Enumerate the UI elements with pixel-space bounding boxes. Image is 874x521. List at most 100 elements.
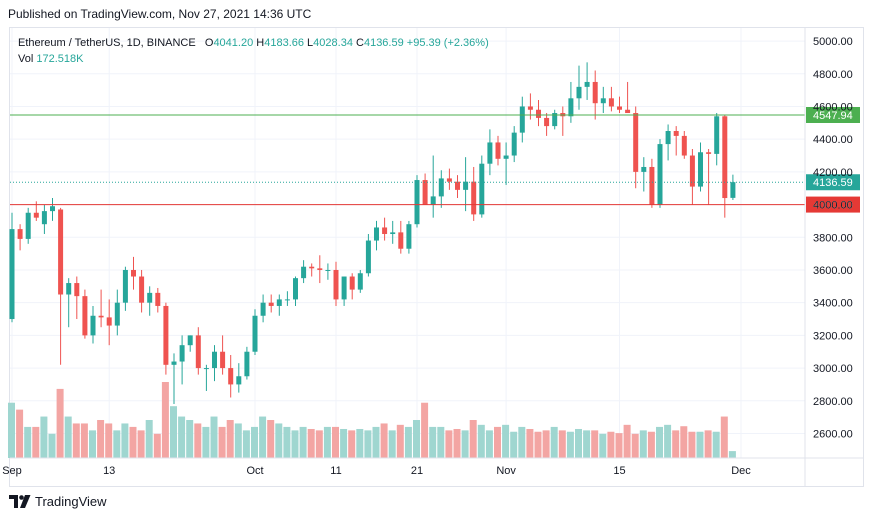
candle-body <box>722 116 728 199</box>
published-caption: Published on TradingView.com, Nov 27, 20… <box>8 7 312 21</box>
candle-body <box>82 296 88 336</box>
volume-bar <box>194 423 202 458</box>
close-value: 4136.59 <box>363 37 404 49</box>
volume-bar <box>680 426 688 458</box>
volume-bar <box>728 451 736 458</box>
volume-bar <box>477 424 485 458</box>
candle-body <box>268 302 274 306</box>
volume-bar <box>566 431 574 458</box>
volume-bar <box>445 430 453 458</box>
volume-bar <box>591 430 599 458</box>
volume-bar <box>226 420 234 458</box>
candle-body <box>98 315 104 318</box>
volume-bar <box>599 433 607 458</box>
open-key: O <box>204 37 214 49</box>
y-tick-label: 4400.00 <box>813 134 853 146</box>
volume-bar <box>510 431 518 458</box>
volume-bar <box>291 430 299 458</box>
candle-body <box>179 345 185 362</box>
candle-body <box>527 106 533 110</box>
candle-body <box>284 299 290 301</box>
candle-body <box>155 292 161 306</box>
candle-body <box>633 113 639 172</box>
volume-bar <box>485 430 493 458</box>
x-tick-label: 13 <box>103 465 115 477</box>
volume-bar <box>210 416 218 458</box>
candle-body <box>309 266 315 269</box>
volume-bar <box>121 423 129 458</box>
volume-bar <box>356 428 364 458</box>
candle-body <box>357 273 363 290</box>
volume-bar <box>251 426 258 458</box>
candle-body <box>390 232 396 235</box>
volume-bar <box>518 426 526 458</box>
candle-body <box>163 305 169 365</box>
candle-body <box>519 106 525 133</box>
candle-body <box>398 232 404 249</box>
volume-bar <box>137 430 145 458</box>
x-tick-label: 15 <box>613 465 625 477</box>
volume-bar <box>575 428 582 458</box>
y-tick-label: 5000.00 <box>813 36 853 48</box>
volume-bar <box>704 430 712 458</box>
candle-body <box>131 269 136 277</box>
y-tick-label: 4200.00 <box>813 167 853 179</box>
candle-body <box>657 144 663 205</box>
tradingview-logo[interactable]: TradingView <box>9 494 107 509</box>
volume-bar <box>315 430 323 458</box>
y-tick-label: 3000.00 <box>813 363 853 375</box>
symbol-label[interactable]: Ethereum / TetherUS, 1D, BINANCE <box>18 37 196 49</box>
volume-bar <box>380 423 388 458</box>
candle-body <box>568 98 574 117</box>
close-key: C <box>356 37 364 49</box>
candle-body <box>236 376 242 385</box>
candle-body <box>58 209 64 295</box>
support-price-tag <box>806 196 860 213</box>
candles <box>9 62 736 405</box>
candle-body <box>317 268 323 270</box>
candle-body <box>422 180 428 205</box>
volume-bar <box>712 431 720 458</box>
candle-body <box>25 212 31 239</box>
candle-body <box>228 368 234 385</box>
volume-bar <box>429 426 437 458</box>
candle-body <box>665 131 671 145</box>
volume-bar <box>607 431 615 458</box>
candle-body <box>9 229 15 320</box>
volume-bars <box>8 382 736 458</box>
volume-bar <box>558 430 566 458</box>
volume-bar <box>323 426 331 458</box>
candle-body <box>66 283 72 295</box>
y-tick-label: 2800.00 <box>813 396 853 408</box>
candle-body <box>414 180 420 225</box>
volume-bar <box>161 382 169 458</box>
volume-bar <box>550 426 558 458</box>
low-value: 4028.34 <box>313 37 353 49</box>
candle-body <box>147 292 153 303</box>
open-value: 4041.20 <box>213 37 254 49</box>
candle-body <box>649 166 655 205</box>
volume-bar <box>234 423 242 458</box>
candle-body <box>600 98 606 104</box>
volume-bar <box>113 430 121 458</box>
volume-bar <box>283 426 291 458</box>
y-tick-label: 3400.00 <box>813 298 853 310</box>
candle-body <box>446 178 452 182</box>
volume-bar <box>364 430 372 458</box>
candle-body <box>681 135 687 156</box>
candle-body <box>714 116 720 154</box>
candle-body <box>90 315 96 336</box>
legend-volume-row: Vol 172.518K <box>18 51 489 67</box>
tradingview-logo-icon <box>9 495 31 508</box>
volume-bar <box>631 433 639 458</box>
candle-body <box>406 224 412 249</box>
volume-bar <box>639 430 647 458</box>
candle-body <box>374 227 379 241</box>
volume-bar <box>24 426 32 458</box>
volume-bar <box>615 433 623 458</box>
candle-body <box>438 178 444 197</box>
volume-bar <box>720 416 728 458</box>
volume-bar <box>186 420 194 458</box>
y-tick-label: 4600.00 <box>813 101 853 113</box>
